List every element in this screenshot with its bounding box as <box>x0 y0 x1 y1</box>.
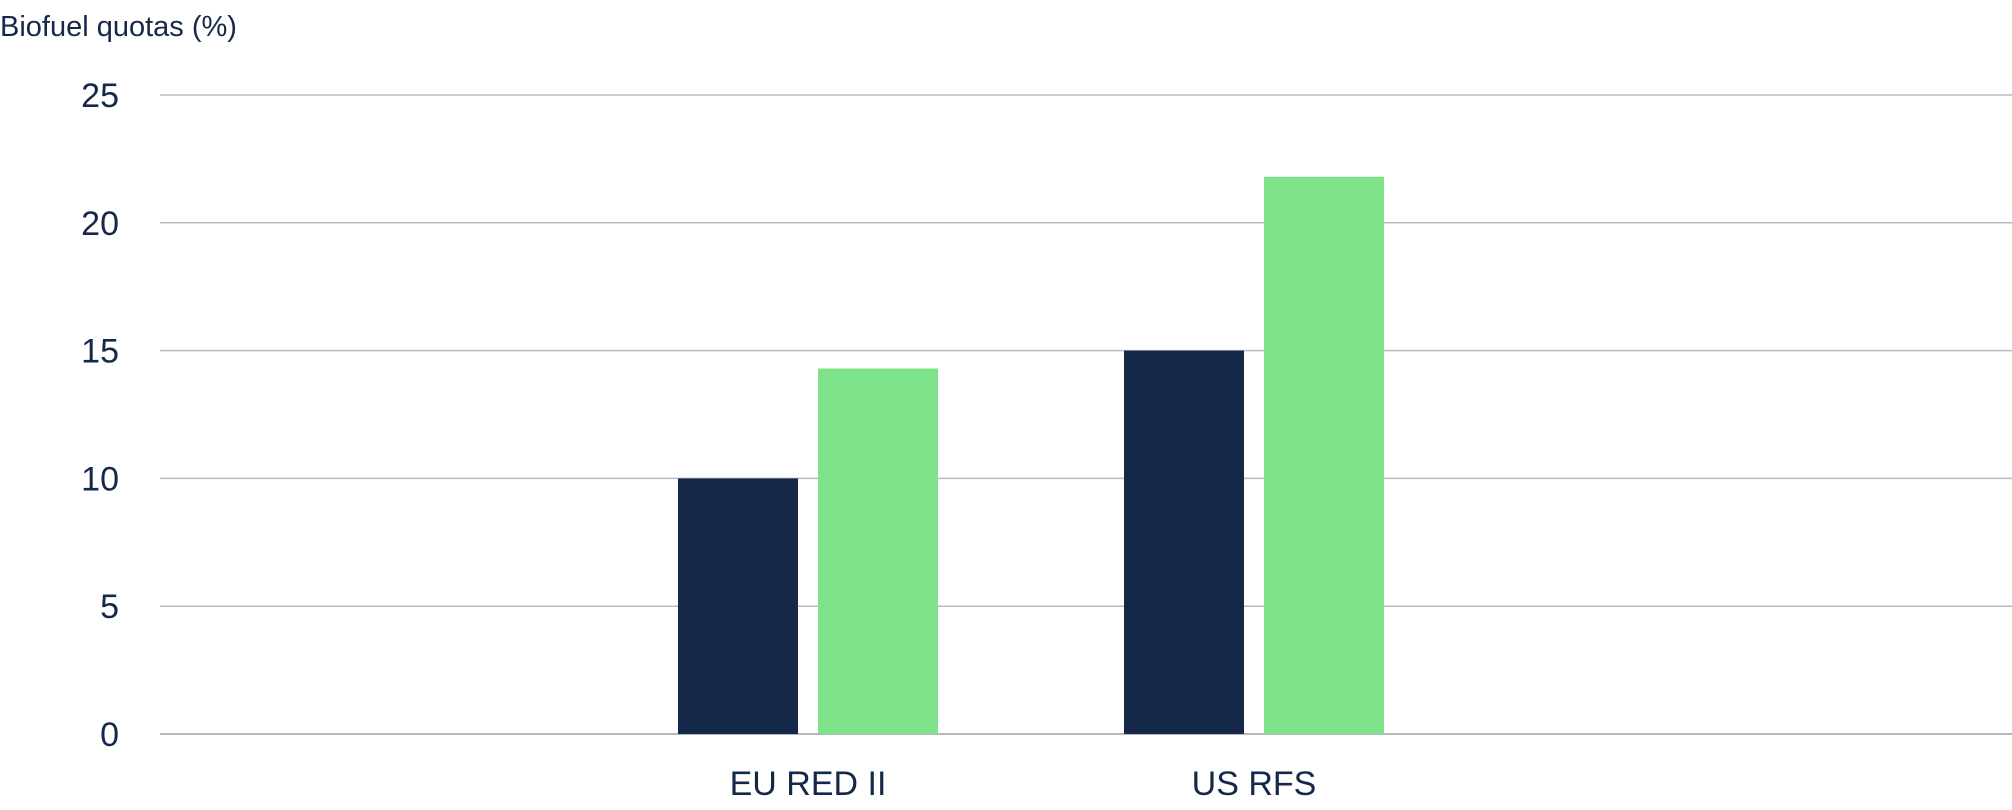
bar-us-rfs-series-2 <box>1264 176 1384 735</box>
gridlines <box>160 94 2012 735</box>
bars <box>678 176 1384 735</box>
bar-us-rfs-series-1 <box>1124 350 1244 734</box>
y-tick-label: 25 <box>81 77 119 115</box>
x-axis-categories: EU RED II US RFS <box>730 765 1317 803</box>
y-tick-label: 10 <box>81 460 119 498</box>
y-axis-label: Biofuel quotas (%) <box>0 11 237 43</box>
y-tick-label: 15 <box>81 333 119 371</box>
bar-eu-red-ii-series-2 <box>818 368 938 734</box>
y-tick-label: 20 <box>81 205 119 243</box>
category-label: EU RED II <box>730 765 887 803</box>
y-axis-ticks: 0 5 10 15 20 25 <box>81 77 119 754</box>
category-label: US RFS <box>1192 765 1317 803</box>
y-tick-label: 5 <box>100 588 119 626</box>
bar-eu-red-ii-series-1 <box>678 478 798 734</box>
y-tick-label: 0 <box>100 716 119 754</box>
